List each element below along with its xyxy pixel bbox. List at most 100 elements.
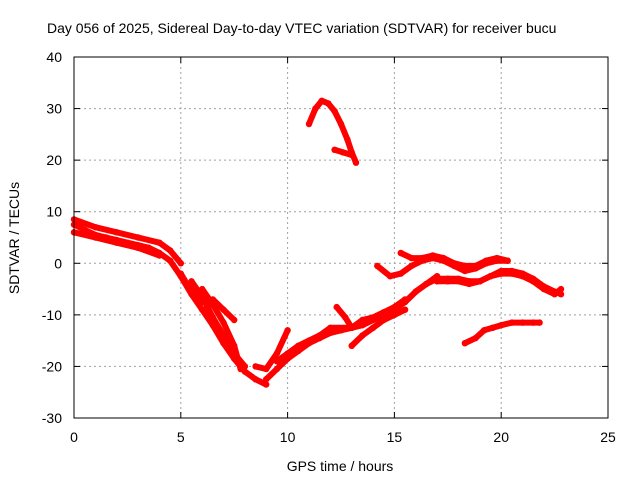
axis-ticks: 0 5 10 15 20 25 -30 -20 -10 0 10 20 30 40 bbox=[42, 49, 616, 445]
y-tick-label: 30 bbox=[46, 101, 62, 117]
data-point bbox=[476, 278, 483, 285]
data-point bbox=[352, 159, 360, 166]
data-point bbox=[331, 108, 338, 115]
data-point bbox=[472, 334, 479, 342]
data-point bbox=[489, 324, 496, 331]
y-tick-label: 10 bbox=[46, 204, 62, 220]
data-point bbox=[536, 319, 543, 326]
data-point bbox=[551, 291, 558, 298]
data-point bbox=[530, 278, 537, 285]
data-point bbox=[177, 270, 184, 277]
data-point bbox=[530, 319, 537, 326]
data-point bbox=[305, 120, 313, 128]
data-point bbox=[220, 332, 227, 339]
data-point bbox=[408, 254, 415, 262]
data-point bbox=[333, 303, 340, 311]
data-point bbox=[263, 365, 270, 373]
data-point bbox=[113, 239, 120, 246]
data-point bbox=[166, 247, 174, 254]
data-point bbox=[273, 350, 281, 357]
data-series bbox=[70, 97, 565, 388]
data-point bbox=[231, 342, 238, 349]
series-group bbox=[348, 306, 409, 349]
series-line bbox=[252, 327, 291, 372]
x-tick-label: 0 bbox=[70, 429, 78, 445]
data-point bbox=[419, 254, 426, 262]
data-point bbox=[263, 376, 270, 383]
series-group bbox=[70, 216, 184, 267]
data-point bbox=[188, 288, 195, 295]
x-axis-label: GPS time / hours bbox=[287, 458, 394, 474]
x-tick-label: 25 bbox=[600, 429, 616, 445]
data-point bbox=[466, 280, 473, 288]
data-point bbox=[493, 254, 501, 262]
data-point bbox=[177, 260, 184, 267]
data-point bbox=[199, 298, 206, 306]
data-point bbox=[472, 262, 479, 270]
y-tick-label: 20 bbox=[46, 152, 62, 168]
data-point bbox=[252, 376, 259, 383]
data-point bbox=[397, 270, 404, 277]
y-tick-label: -20 bbox=[42, 358, 62, 374]
data-point bbox=[166, 257, 174, 264]
series-group bbox=[209, 296, 238, 324]
data-point bbox=[312, 105, 319, 112]
data-point bbox=[339, 149, 347, 156]
plot-frame bbox=[73, 56, 609, 419]
data-point bbox=[391, 303, 398, 311]
series-group bbox=[177, 270, 206, 306]
data-point bbox=[348, 151, 355, 159]
data-point bbox=[156, 239, 163, 246]
data-point bbox=[504, 257, 511, 264]
data-point bbox=[391, 311, 398, 319]
data-point bbox=[273, 365, 281, 373]
data-point bbox=[429, 252, 436, 259]
data-point bbox=[209, 296, 216, 303]
data-point bbox=[209, 314, 216, 321]
series-group bbox=[433, 270, 565, 298]
data-point bbox=[359, 332, 366, 339]
data-point bbox=[369, 314, 377, 321]
data-point bbox=[305, 337, 313, 344]
x-tick-label: 5 bbox=[177, 429, 185, 445]
data-point bbox=[92, 224, 99, 231]
data-point bbox=[113, 229, 120, 236]
data-point bbox=[380, 309, 387, 316]
y-tick-label: 40 bbox=[46, 49, 62, 65]
data-point bbox=[386, 273, 394, 280]
data-point bbox=[374, 262, 381, 270]
data-point bbox=[220, 319, 227, 326]
y-axis-label: SDTVAR / TECUs bbox=[6, 182, 22, 294]
x-tick-label: 20 bbox=[493, 429, 509, 445]
data-point bbox=[134, 244, 142, 251]
data-point bbox=[461, 262, 469, 270]
grid bbox=[74, 57, 608, 418]
series-group bbox=[70, 229, 163, 259]
data-point bbox=[444, 278, 451, 285]
data-point bbox=[519, 273, 526, 280]
data-point bbox=[231, 316, 238, 324]
series-group bbox=[252, 327, 291, 373]
data-point bbox=[461, 267, 469, 275]
x-tick-label: 10 bbox=[280, 429, 296, 445]
data-point bbox=[199, 285, 206, 293]
series-group bbox=[331, 146, 355, 159]
data-point bbox=[316, 332, 323, 339]
data-point bbox=[519, 319, 526, 326]
data-point bbox=[81, 226, 88, 233]
series-group bbox=[333, 303, 355, 331]
data-point bbox=[423, 280, 430, 288]
data-point bbox=[401, 306, 409, 313]
data-point bbox=[498, 322, 505, 329]
data-point bbox=[455, 278, 462, 285]
y-tick-label: 0 bbox=[54, 255, 62, 271]
data-point bbox=[318, 97, 325, 105]
data-point bbox=[408, 262, 415, 270]
data-point bbox=[348, 342, 355, 349]
y-tick-label: -10 bbox=[42, 307, 62, 323]
data-point bbox=[199, 306, 206, 313]
data-point bbox=[220, 306, 227, 313]
data-point bbox=[557, 285, 565, 293]
data-point bbox=[433, 278, 441, 285]
